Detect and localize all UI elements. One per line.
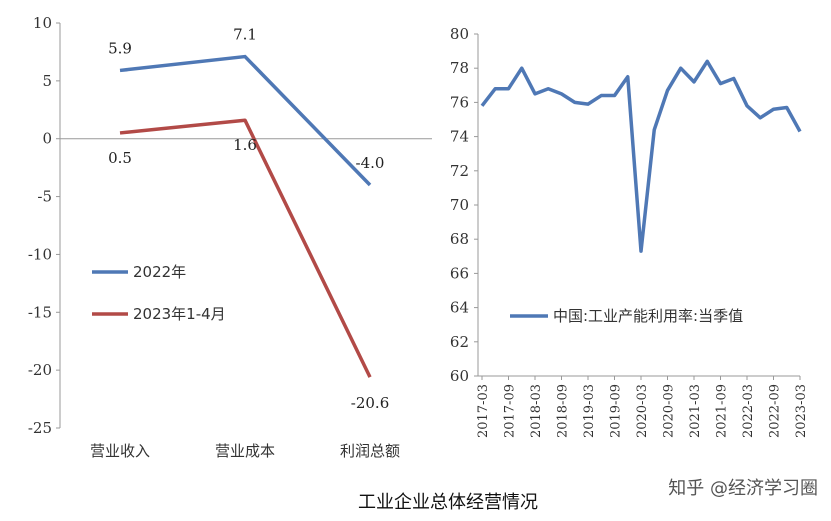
right-y-tick-label: 66: [450, 264, 469, 282]
left-series-line: [119, 54, 372, 187]
left-legend-label: 2023年1-4月: [133, 305, 226, 323]
right-x-tick-label: 2017-03: [476, 384, 491, 438]
left-category-labels: 营业收入 营业成本 利润总额: [90, 442, 400, 460]
right-x-ticks: 2017-03 2017-09 2018-03 2018-09 2019-03 2019-…: [476, 376, 809, 438]
left-chart: 10 5 0 -5 -10 -15 -20 -25 营业收入 营业成本 利润总额 5.9 7.1 -4…: [28, 14, 432, 460]
left-y-tick-label: 10: [33, 14, 52, 32]
left-y-tick-label: -15: [28, 303, 52, 321]
right-y-tick-label: 80: [450, 25, 469, 43]
right-legend-label: 中国:工业产能利用率:当季值: [553, 307, 743, 325]
left-data-label: -4.0: [356, 154, 385, 172]
left-y-ticks: 10 5 0 -5 -10 -15 -20 -25: [28, 14, 60, 437]
left-category-label: 营业成本: [215, 442, 275, 460]
left-category-label: 利润总额: [340, 442, 400, 460]
left-data-label: 1.6: [233, 136, 257, 154]
left-data-label: 0.5: [108, 149, 132, 167]
right-x-tick-label: 2017-09: [503, 384, 518, 438]
right-y-tick-label: 64: [450, 299, 469, 317]
right-x-tick-label: 2021-09: [715, 384, 730, 438]
left-y-tick-label: -5: [37, 188, 52, 206]
right-x-tick-label: 2020-03: [635, 384, 650, 438]
right-y-tick-label: 62: [450, 333, 469, 351]
right-y-tick-label: 78: [450, 59, 469, 77]
left-data-label: -20.6: [351, 394, 389, 412]
right-legend: 中国:工业产能利用率:当季值: [510, 307, 743, 325]
right-x-tick-label: 2021-03: [688, 384, 703, 438]
left-series: 5.9 7.1 -4.0 0.5 1.6 -20.6: [108, 26, 389, 413]
chart-caption: 工业企业总体经营情况: [358, 492, 538, 513]
right-y-tick-label: 76: [450, 93, 469, 111]
right-y-tick-label: 60: [450, 367, 469, 385]
right-x-tick-label: 2022-09: [768, 384, 783, 438]
left-y-tick-label: 0: [42, 130, 52, 148]
left-data-label: 7.1: [233, 26, 257, 44]
right-x-tick-label: 2018-09: [556, 384, 571, 438]
left-category-label: 营业收入: [90, 442, 150, 460]
right-x-tick-label: 2018-03: [529, 384, 544, 438]
right-x-tick-label: 2019-03: [582, 384, 597, 438]
right-x-tick-label: 2022-03: [741, 384, 756, 438]
left-y-tick-label: -10: [28, 245, 52, 263]
left-series-line: [119, 118, 372, 378]
right-series: [480, 59, 802, 253]
watermark: 知乎 @经济学习圈: [668, 478, 818, 499]
left-data-label: 5.9: [108, 39, 132, 57]
right-y-ticks: 80 78 76 74 72 70 68 66 64 62 60: [450, 25, 478, 385]
right-x-tick-label: 2020-09: [662, 384, 677, 438]
right-x-tick-label: 2019-09: [609, 384, 624, 438]
right-x-tick-label: 2023-03: [794, 384, 809, 438]
left-y-tick-label: -25: [28, 419, 52, 437]
left-legend: 2022年 2023年1-4月: [92, 263, 226, 323]
right-y-tick-label: 68: [450, 230, 469, 248]
left-y-tick-label: 5: [42, 72, 52, 90]
left-legend-label: 2022年: [133, 263, 186, 281]
right-y-tick-label: 72: [450, 162, 469, 180]
right-series-line: [480, 59, 802, 253]
right-y-tick-label: 70: [450, 196, 469, 214]
left-y-tick-label: -20: [28, 361, 52, 379]
right-y-tick-label: 74: [450, 128, 469, 146]
